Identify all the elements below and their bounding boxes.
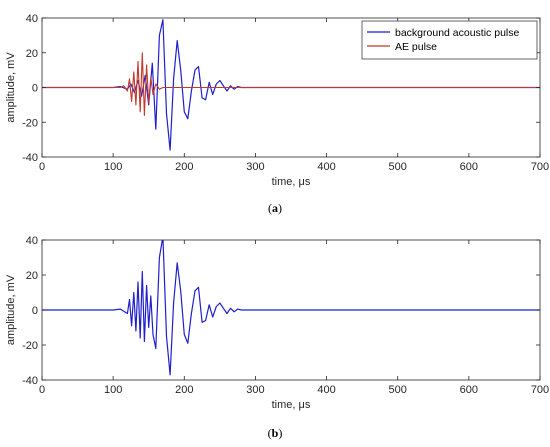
legend-label: background acoustic pulse (395, 27, 519, 39)
series-line-1 (42, 240, 540, 376)
y-tick-label: 20 (26, 270, 38, 282)
y-tick-label: -20 (22, 117, 38, 129)
x-tick-label: 100 (104, 161, 122, 173)
x-axis-label: time, μs (272, 399, 311, 411)
panel-caption: (a) (268, 201, 282, 215)
legend-box (361, 20, 538, 60)
y-tick-label: 0 (32, 83, 38, 95)
x-tick-label: 300 (246, 384, 264, 396)
legend-label: AE pulse (395, 41, 437, 53)
panel-caption: (b) (268, 426, 283, 440)
x-tick-label: 300 (246, 161, 264, 173)
x-tick-label: 0 (39, 161, 45, 173)
x-tick-label: 500 (389, 384, 407, 396)
y-axis-label: amplitude, mV (5, 52, 17, 123)
x-axis-label: time, μs (272, 176, 311, 188)
legend: background acoustic pulse AE pulse (361, 20, 538, 60)
y-tick-label: -40 (22, 152, 38, 164)
chart-panel-1: 0 100 200 300 400 500 600 700 -40 -20 0 20 40 time, μ… (5, 13, 549, 215)
x-tick-label: 700 (531, 161, 549, 173)
x-tick-label: 600 (460, 384, 478, 396)
x-tick-label: 200 (175, 161, 193, 173)
series-line-2 (42, 52, 540, 116)
x-tick-label: 500 (389, 161, 407, 173)
x-tick-label: 700 (531, 384, 549, 396)
x-tick-label: 200 (175, 384, 193, 396)
y-tick-label: -40 (22, 375, 38, 387)
y-tick-label: -20 (22, 340, 38, 352)
x-tick-label: 0 (39, 384, 45, 396)
y-tick-label: 40 (26, 13, 38, 25)
x-tick-label: 400 (317, 161, 335, 173)
y-tick-label: 20 (26, 48, 38, 60)
chart-panel-2: 0 100 200 300 400 500 600 700 -40 -20 0 20 40 time, μ… (5, 235, 549, 440)
x-tick-label: 600 (460, 161, 478, 173)
y-tick-label: 0 (32, 305, 38, 317)
y-tick-label: 40 (26, 235, 38, 247)
x-tick-label: 400 (317, 384, 335, 396)
y-axis-label: amplitude, mV (5, 274, 17, 345)
x-tick-label: 100 (104, 384, 122, 396)
